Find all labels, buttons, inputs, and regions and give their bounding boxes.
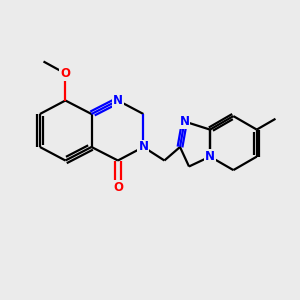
Text: N: N: [205, 150, 215, 163]
Text: O: O: [60, 67, 70, 80]
Text: O: O: [113, 181, 123, 194]
Text: N: N: [179, 115, 190, 128]
Text: N: N: [138, 140, 148, 154]
Text: N: N: [113, 94, 123, 107]
